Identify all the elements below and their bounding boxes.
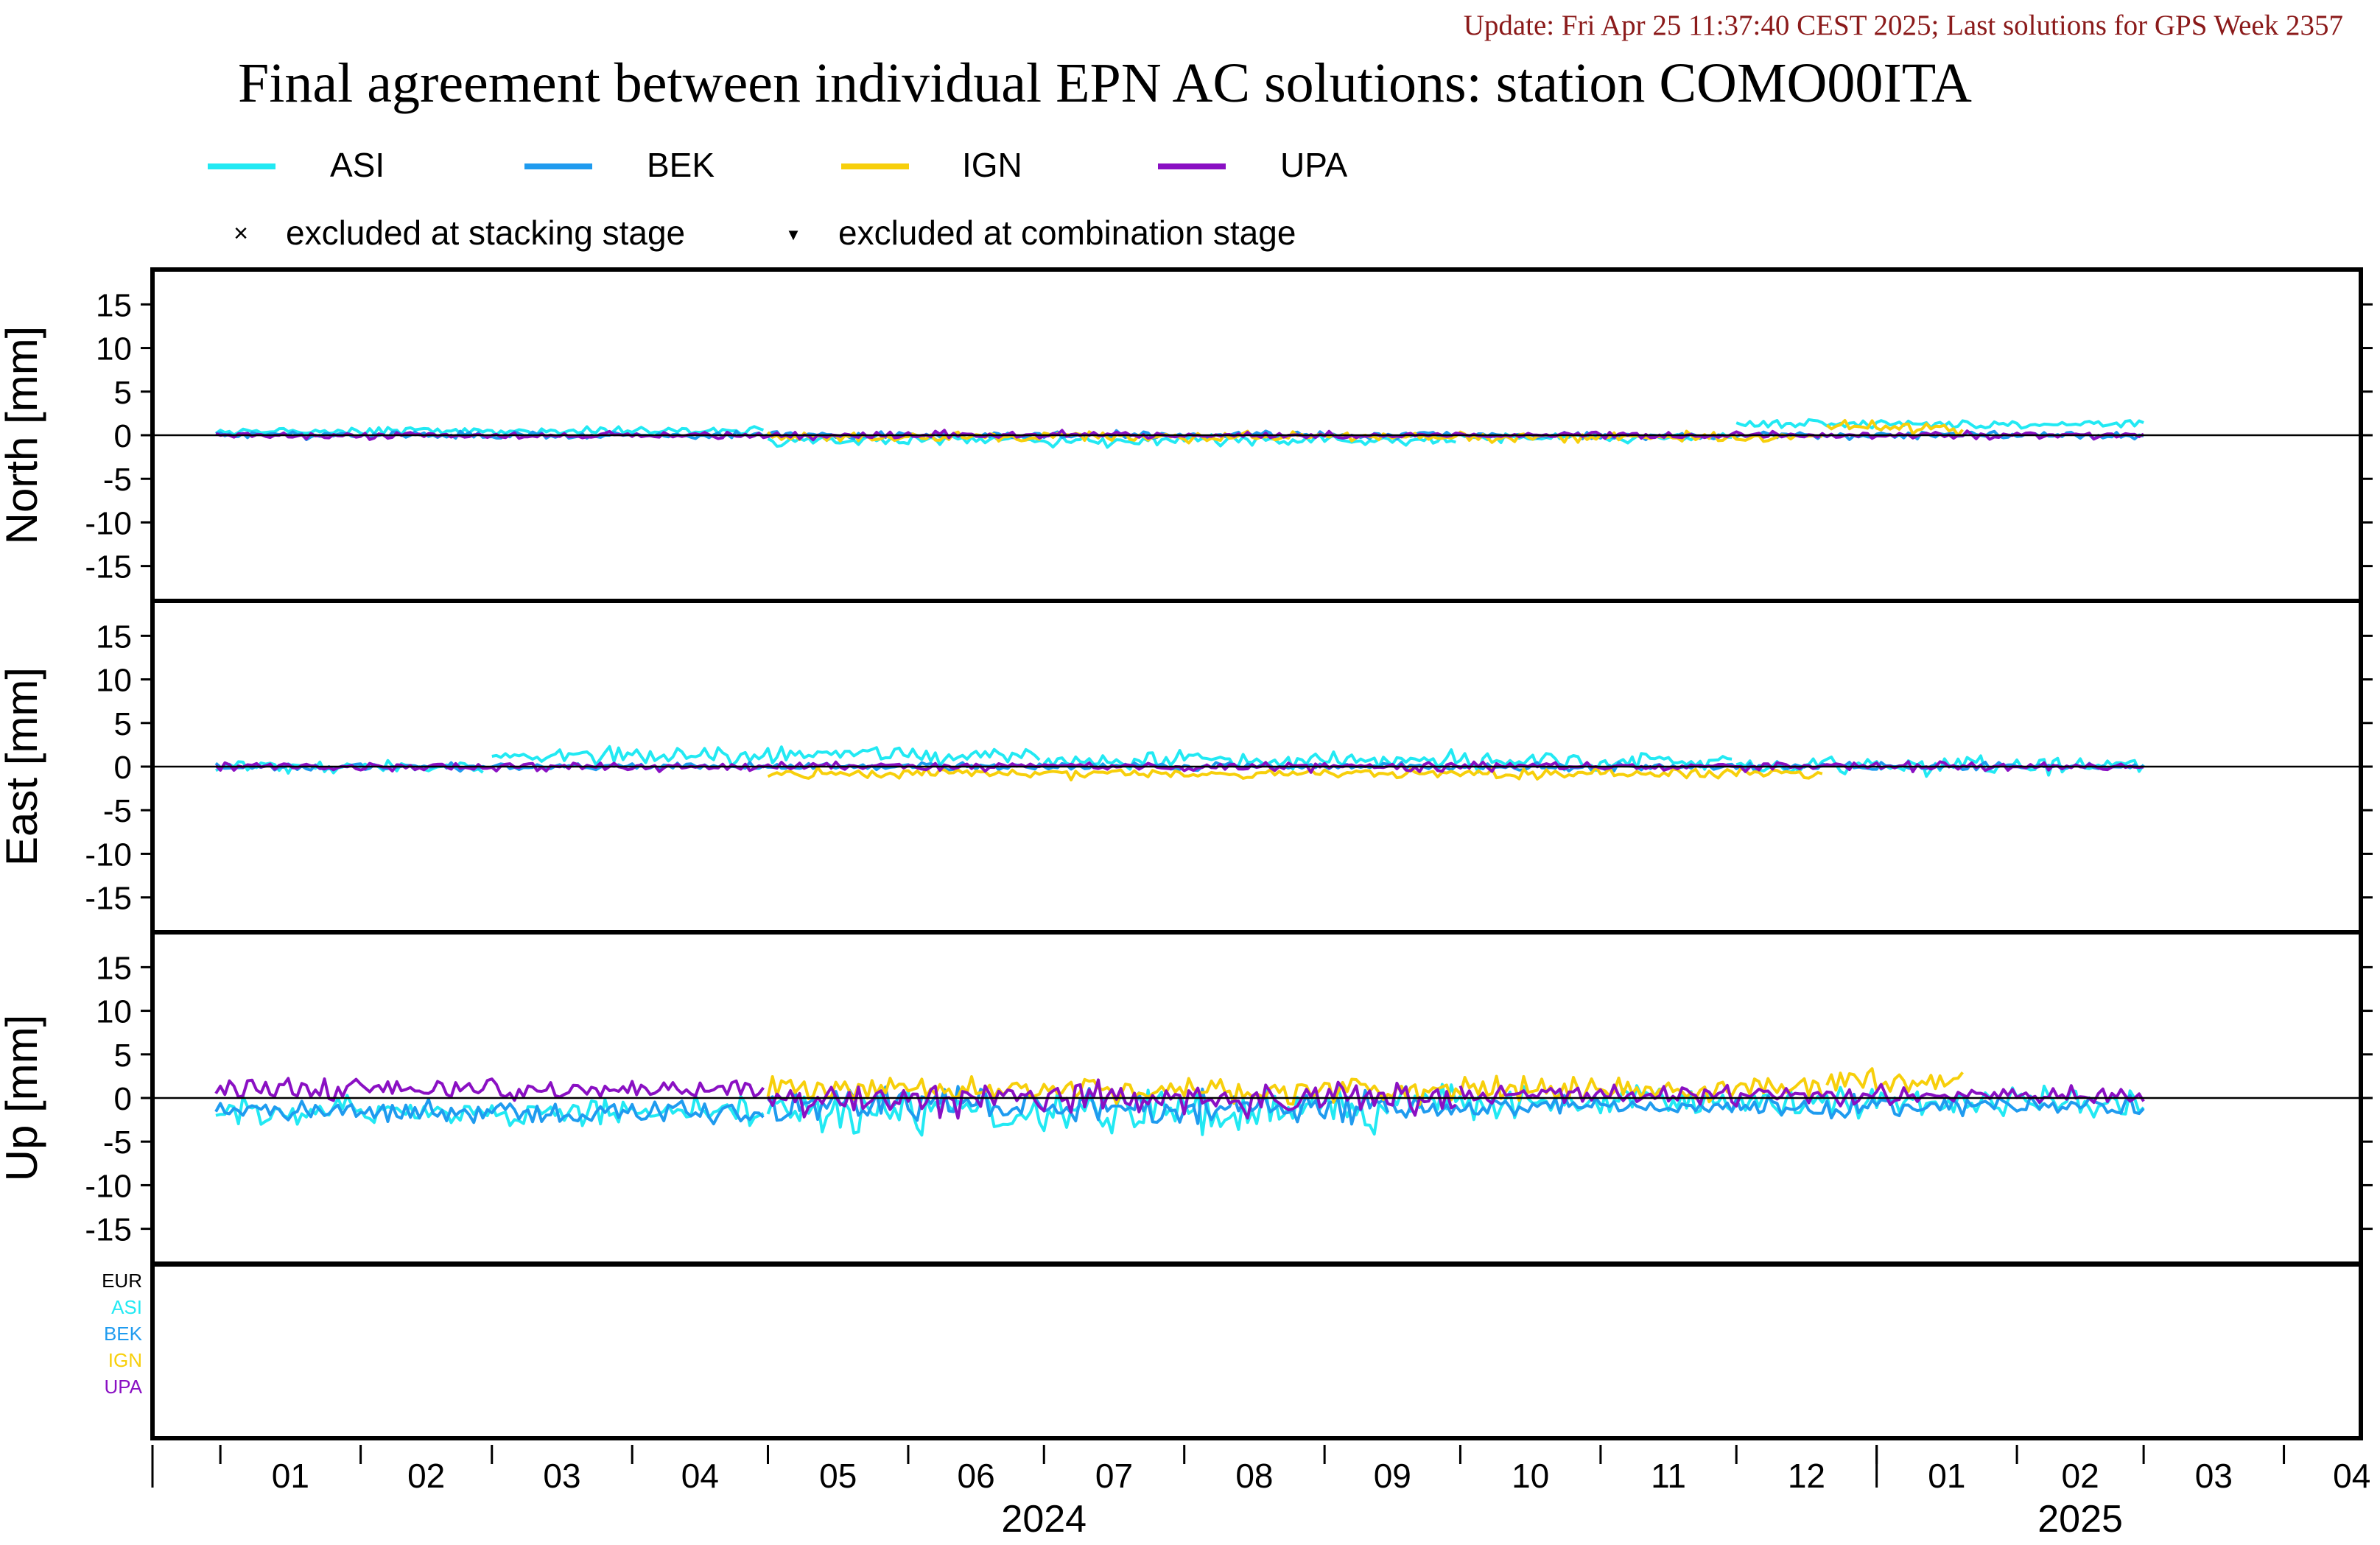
series-line-bek (214, 1097, 765, 1126)
legend-entry-asi: ASI (208, 146, 385, 184)
month-label: 03 (543, 1457, 580, 1495)
series-line-ign (1825, 1067, 1964, 1094)
y-tick-label: 0 (114, 418, 132, 454)
legend-label-asi: ASI (330, 146, 385, 184)
y-tick-label: 15 (96, 287, 132, 323)
y-axis-label: East [mm] (0, 667, 46, 866)
y-tick-label: 5 (114, 375, 132, 411)
month-label: 01 (272, 1457, 309, 1495)
y-tick-label: 15 (96, 950, 132, 986)
series-line-asi (491, 745, 1041, 767)
bottom-label-bek: BEK (104, 1323, 143, 1345)
legend-label-ign: IGN (962, 146, 1022, 184)
panel-1: -15 -10 -5 0 5 10 15 North [mm] (0, 267, 2373, 603)
series-line-bek (767, 1085, 1390, 1126)
series-line-upa (766, 1078, 1457, 1120)
y-tick-label: -15 (85, 549, 132, 585)
series-line-ign (767, 766, 1823, 782)
stacking-marker-icon: × (234, 219, 248, 247)
year-label: 2025 (2037, 1498, 2123, 1541)
y-tick-label: 0 (114, 750, 132, 786)
series-line-bek (1391, 1092, 2145, 1120)
y-tick-label: 10 (96, 994, 132, 1030)
month-label: 03 (2195, 1457, 2233, 1495)
year-label: 2024 (1001, 1498, 1087, 1541)
series-line-upa (214, 1077, 765, 1102)
month-label: 11 (1651, 1457, 1686, 1495)
y-tick-label: 5 (114, 1038, 132, 1074)
month-label: 04 (681, 1457, 719, 1495)
y-tick-label: 10 (96, 663, 132, 699)
y-tick-label: 5 (114, 706, 132, 742)
y-tick-label: -10 (85, 1168, 132, 1204)
panels: -15 -10 -5 0 5 10 15 North [mm] -15 -10 -5 0 5 10 15 Ea… (0, 267, 2373, 1266)
bottom-panel: EUR ASI BEK IGN UPA (102, 1262, 2363, 1440)
series-line-asi (1735, 418, 2144, 430)
bottom-label-upa: UPA (104, 1376, 142, 1398)
y-tick-label: -15 (85, 1212, 132, 1248)
legend-entry-ign: IGN (841, 146, 1022, 184)
y-tick-label: -10 (85, 837, 132, 873)
legend-entry-upa: UPA (1158, 146, 1347, 184)
y-axis-label: Up [mm] (0, 1015, 46, 1182)
y-tick-label: -5 (103, 1125, 132, 1161)
legend: ASI BEK IGN UPA × excluded at stacking s… (208, 146, 1347, 252)
legend-combination-label: excluded at combination stage (838, 214, 1296, 252)
month-label: 02 (2062, 1457, 2099, 1495)
chart-title: Final agreement between individual EPN A… (238, 52, 1972, 114)
month-label: 02 (407, 1457, 445, 1495)
month-label: 12 (1788, 1457, 1825, 1495)
month-label: 10 (1512, 1457, 1549, 1495)
bottom-panel-frame (150, 1262, 2363, 1440)
series-line-asi (767, 433, 1456, 449)
month-label: 01 (1928, 1457, 1965, 1495)
legend-entry-bek: BEK (524, 146, 715, 184)
month-label: 09 (1374, 1457, 1411, 1495)
bottom-label-eur: EUR (102, 1270, 142, 1292)
y-tick-label: 0 (114, 1081, 132, 1117)
series-line-bek (214, 761, 2144, 773)
panel-2: -15 -10 -5 0 5 10 15 East [mm] (0, 599, 2373, 935)
series-line-ign (1825, 419, 1964, 437)
y-tick-label: 15 (96, 619, 132, 655)
bottom-label-asi: ASI (111, 1296, 142, 1318)
series-line-ign (766, 1074, 1824, 1106)
legend-stacking-label: excluded at stacking stage (286, 214, 685, 252)
month-label: 04 (2333, 1457, 2370, 1495)
legend-label-bek: BEK (647, 146, 715, 184)
series-line-asi (214, 425, 765, 437)
y-tick-label: -10 (85, 505, 132, 541)
combination-marker-icon: ▼ (785, 225, 801, 244)
month-label: 07 (1095, 1457, 1133, 1495)
y-tick-label: -5 (103, 793, 132, 829)
y-tick-label: -15 (85, 881, 132, 917)
update-text: Update: Fri Apr 25 11:37:40 CEST 2025; L… (1464, 10, 2343, 41)
y-tick-label: 10 (96, 331, 132, 367)
month-label: 06 (958, 1457, 995, 1495)
legend-label-upa: UPA (1280, 146, 1347, 184)
time-axis: 01 02 03 04 05 06 07 08 09 10 11 12 01 02 03 04 2024 2025 (151, 1445, 2370, 1541)
month-label: 08 (1235, 1457, 1273, 1495)
y-tick-label: -5 (103, 462, 132, 498)
bottom-label-ign: IGN (108, 1349, 142, 1371)
month-label: 05 (819, 1457, 857, 1495)
y-axis-label: North [mm] (0, 326, 46, 545)
